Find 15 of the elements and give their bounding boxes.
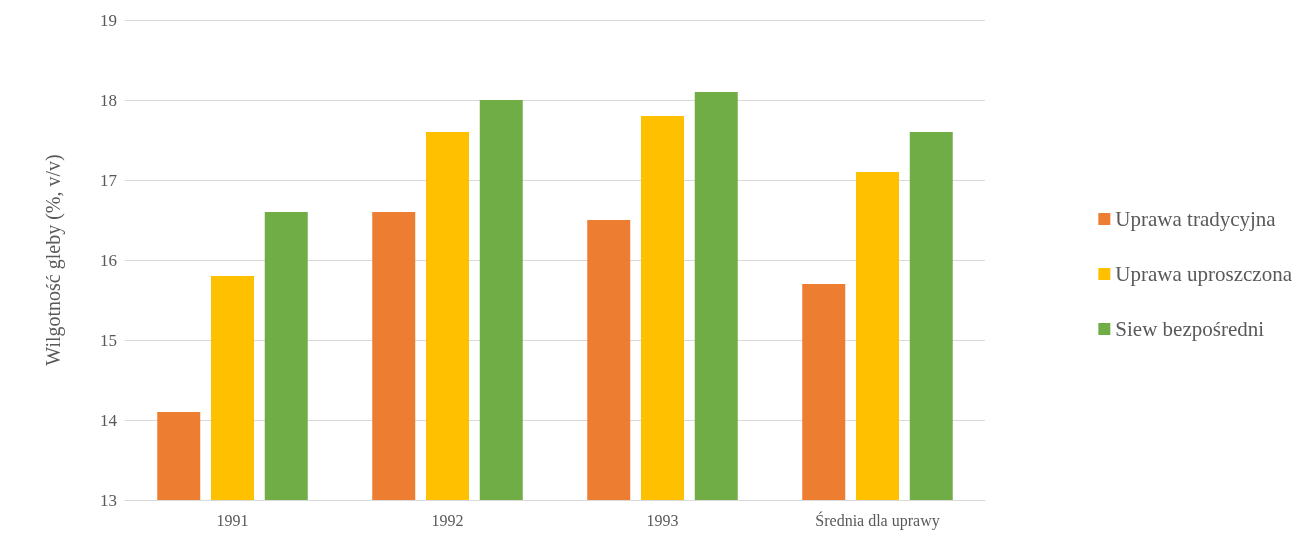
x-tick-label: 1993 xyxy=(646,511,679,529)
x-tick-label: 1991 xyxy=(216,511,249,529)
y-tick-label: 18 xyxy=(100,90,117,110)
y-tick-label: 19 xyxy=(100,10,117,30)
y-tick-label: 16 xyxy=(100,250,117,270)
y-tick-label: 17 xyxy=(100,170,118,190)
y-tick-label: 15 xyxy=(100,330,117,350)
y-tick-label: 13 xyxy=(100,490,117,510)
y-axis-title: Wilgotność gleby (%, v/v) xyxy=(42,154,65,366)
x-tick-label: 1992 xyxy=(431,511,464,529)
y-tick-label: 14 xyxy=(100,410,118,430)
legend-label: Siew bezpośredni xyxy=(1115,317,1265,341)
x-tick-label: Średnia dla uprawy xyxy=(815,510,940,530)
legend-label: Uprawa tradycyjna xyxy=(1115,207,1277,231)
legend-label: Uprawa uproszczona xyxy=(1115,262,1293,286)
